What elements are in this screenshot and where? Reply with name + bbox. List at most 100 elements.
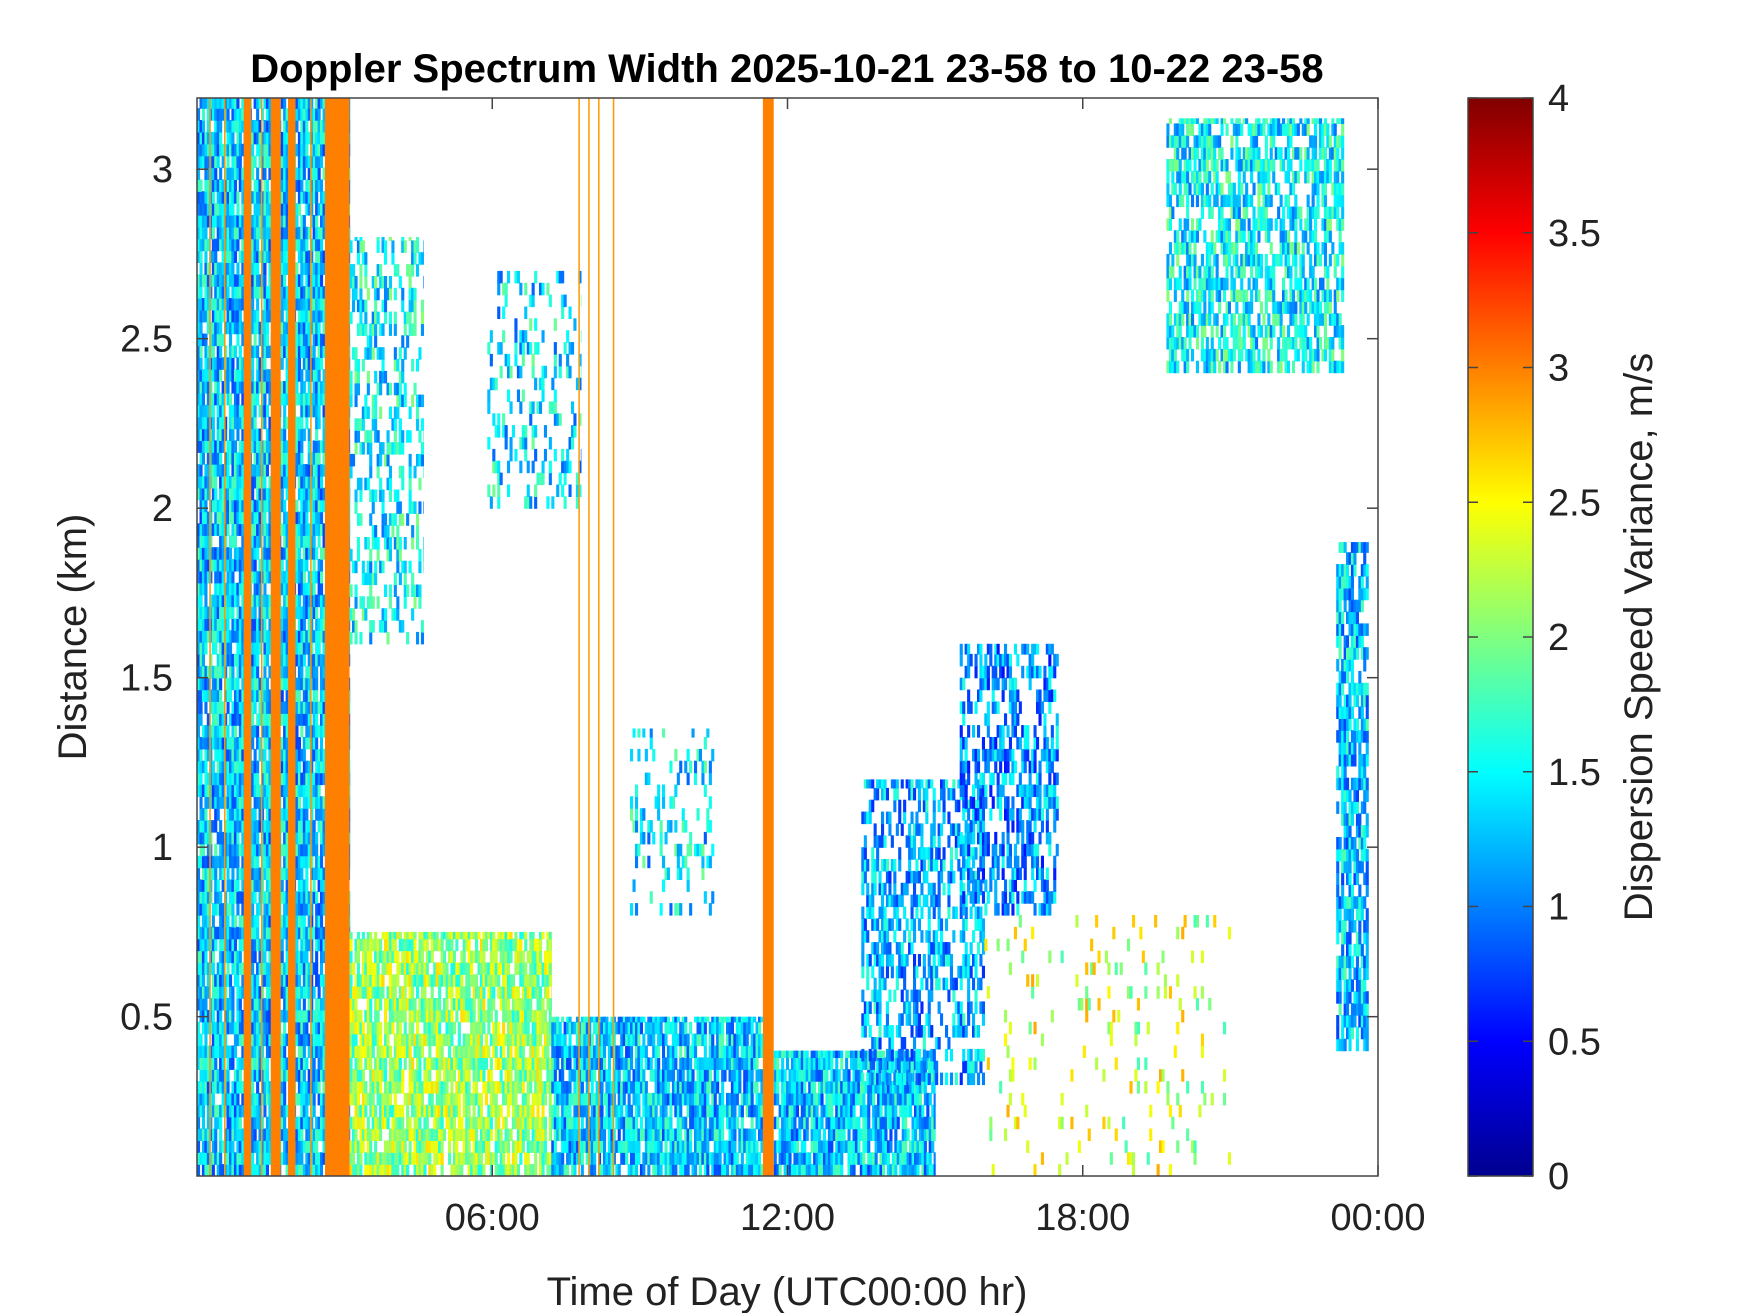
heatmap-cell xyxy=(221,464,225,477)
heatmap-cell xyxy=(238,499,242,513)
heatmap-cell xyxy=(238,1104,242,1118)
heatmap-cell xyxy=(231,535,235,548)
heatmap-cell xyxy=(211,333,215,347)
heatmap-cell xyxy=(197,487,201,501)
heatmap-cell xyxy=(315,523,319,536)
heatmap-cell xyxy=(300,274,304,287)
heatmap-cell xyxy=(361,608,365,621)
heatmap-cell xyxy=(307,98,311,109)
heatmap-cell xyxy=(300,535,304,548)
heatmap-cell xyxy=(204,748,208,762)
heatmap-cell xyxy=(224,416,228,430)
heatmap-cell xyxy=(236,191,240,204)
heatmap-cell xyxy=(236,879,240,892)
heatmap-cell xyxy=(199,1128,203,1141)
heatmap-cell xyxy=(251,215,255,228)
heatmap-cell xyxy=(214,262,218,275)
heatmap-cell xyxy=(265,309,269,323)
heatmap-cell xyxy=(310,1081,314,1094)
heatmap-cell xyxy=(211,309,215,323)
heatmap-cell xyxy=(209,570,213,584)
heatmap-cell xyxy=(265,226,269,240)
heatmap-cell xyxy=(261,286,265,299)
heatmap-cell xyxy=(315,392,319,406)
heatmap-cell xyxy=(226,511,230,525)
heatmap-cell xyxy=(265,570,269,584)
heatmap-cell xyxy=(211,440,215,453)
heatmap-cell xyxy=(204,772,208,786)
heatmap-cell xyxy=(307,760,311,774)
heatmap-cell xyxy=(251,606,255,619)
heatmap-cell xyxy=(300,1116,304,1130)
heatmap-cell xyxy=(241,452,245,465)
heatmap-cell xyxy=(206,1092,210,1106)
heatmap-cell xyxy=(214,737,218,750)
heatmap-cell xyxy=(236,677,240,691)
heatmap-cell xyxy=(322,665,326,679)
heatmap-cell xyxy=(201,98,205,109)
heatmap-cell xyxy=(302,1045,306,1058)
heatmap-cell xyxy=(283,760,287,774)
heatmap-cell xyxy=(224,950,228,964)
heatmap-cell xyxy=(199,404,203,418)
heatmap-cell xyxy=(349,820,351,833)
heatmap-cell xyxy=(300,808,304,821)
heatmap-cell xyxy=(253,820,257,833)
heatmap-cell xyxy=(229,642,233,655)
heatmap-cell xyxy=(349,357,351,370)
heatmap-cell xyxy=(197,321,201,335)
heatmap-cell xyxy=(263,476,267,489)
heatmap-cell xyxy=(310,215,314,228)
heatmap-cell xyxy=(265,452,269,465)
heatmap-cell xyxy=(221,428,225,441)
heatmap-cell xyxy=(221,618,225,631)
heatmap-cell xyxy=(211,1128,215,1141)
heatmap-cell xyxy=(204,286,208,299)
heatmap-cell xyxy=(297,226,301,240)
heatmap-cell xyxy=(317,487,321,501)
heatmap-cell xyxy=(206,915,210,928)
heatmap-cell xyxy=(233,487,237,501)
heatmap-cell xyxy=(238,120,242,133)
heatmap-cell xyxy=(258,1033,262,1047)
heatmap-cell xyxy=(238,108,242,121)
heatmap-cell xyxy=(229,891,233,904)
heatmap-cell xyxy=(226,701,230,714)
heatmap-cell xyxy=(219,547,223,560)
heatmap-cell xyxy=(349,416,351,430)
heatmap-cell xyxy=(214,511,218,525)
heatmap-cell xyxy=(251,998,255,1011)
heatmap-cell xyxy=(263,559,267,572)
heatmap-cell xyxy=(253,831,257,845)
heatmap-cell xyxy=(256,274,260,287)
heatmap-cell xyxy=(241,321,245,335)
heatmap-cell xyxy=(238,298,242,311)
heatmap-cell xyxy=(310,1069,314,1082)
heatmap-cell xyxy=(231,808,235,821)
heatmap-cell xyxy=(354,394,358,408)
heatmap-cell xyxy=(214,796,218,809)
heatmap-cell xyxy=(283,321,287,335)
heatmap-cell xyxy=(229,487,233,501)
heatmap-cell xyxy=(253,98,257,109)
heatmap-cell xyxy=(295,286,299,299)
heatmap-cell xyxy=(265,903,269,916)
heatmap-cell xyxy=(214,309,218,323)
heatmap-cell xyxy=(211,594,215,608)
heatmap-cell xyxy=(241,1045,245,1058)
heatmap-cell xyxy=(253,582,257,596)
heatmap-cell xyxy=(256,226,260,240)
heatmap-cell xyxy=(317,642,321,655)
heatmap-cell xyxy=(197,570,201,584)
heatmap-cell xyxy=(312,547,316,560)
heatmap-cell xyxy=(206,535,210,548)
heatmap-cell xyxy=(256,345,260,358)
heatmap-cell xyxy=(221,926,225,940)
heatmap-cell xyxy=(206,357,210,370)
heatmap-cell xyxy=(305,606,309,619)
heatmap-cell xyxy=(224,653,228,667)
heatmap-cell xyxy=(310,1116,314,1130)
heatmap-cell xyxy=(211,926,215,940)
heatmap-cell xyxy=(233,547,237,560)
heatmap-cell xyxy=(197,713,201,726)
